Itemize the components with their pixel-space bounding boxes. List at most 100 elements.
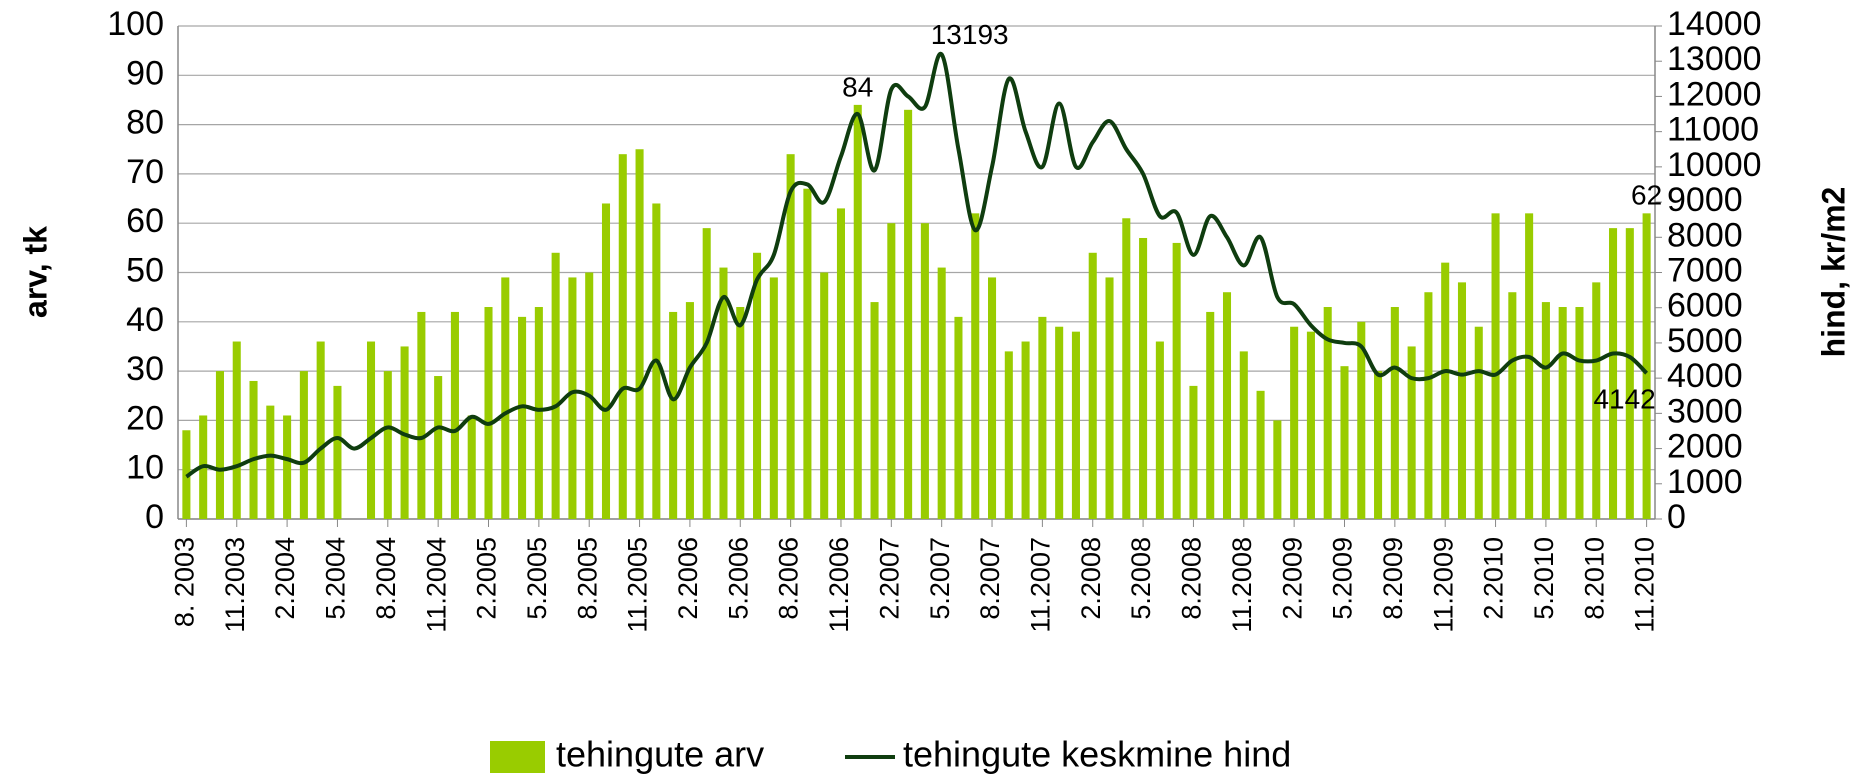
- bar: [820, 272, 829, 519]
- x-tick-label: 8. 2003: [170, 537, 200, 627]
- y2-tick-label: 3000: [1667, 392, 1743, 430]
- bar: [702, 228, 711, 519]
- x-tick-label: 11.2008: [1227, 537, 1257, 633]
- x-tick-label: 2.2008: [1076, 537, 1106, 620]
- x-tick-label: 11.2005: [623, 537, 653, 633]
- bar: [1105, 277, 1114, 519]
- bar: [1558, 307, 1567, 519]
- legend-swatch: [490, 741, 545, 773]
- bar: [316, 341, 325, 519]
- legend-label: tehingute arv: [556, 734, 764, 775]
- bar: [1508, 292, 1517, 519]
- y2-tick-label: 6000: [1667, 287, 1743, 325]
- x-tick-label: 5.2006: [723, 537, 753, 620]
- bar: [1625, 228, 1634, 519]
- bar: [988, 277, 997, 519]
- y2-tick-label: 14000: [1667, 5, 1762, 43]
- y2-tick-label: 10000: [1667, 146, 1762, 184]
- bar: [685, 302, 694, 519]
- x-tick-label: 5.2009: [1328, 537, 1358, 620]
- y-tick-label: 80: [126, 104, 164, 142]
- bar: [971, 213, 980, 519]
- x-tick-label: 8.2008: [1177, 537, 1207, 620]
- line: [185, 52, 1649, 479]
- bar: [1457, 282, 1467, 519]
- bar: [484, 307, 493, 519]
- bar: [1592, 282, 1601, 519]
- bar: [904, 109, 913, 519]
- bar: [1290, 326, 1299, 519]
- bar: [1239, 351, 1248, 519]
- bar: [887, 223, 896, 519]
- y-tick-label: 90: [126, 54, 164, 92]
- bar: [534, 307, 543, 519]
- bar: [719, 267, 728, 519]
- x-tick-label: 8.2004: [371, 537, 401, 620]
- bar: [1390, 307, 1399, 519]
- bar: [1055, 326, 1064, 519]
- bar: [920, 223, 929, 519]
- y2-tick-label: 0: [1667, 498, 1686, 536]
- bar: [1323, 307, 1332, 519]
- bar: [1273, 420, 1282, 519]
- bar: [1491, 213, 1500, 519]
- x-tick-label: 2.2005: [472, 537, 502, 620]
- bar: [1424, 292, 1433, 519]
- data-label: 13193: [931, 19, 1009, 50]
- bar: [1189, 385, 1198, 519]
- legend-label: tehingute keskmine hind: [903, 734, 1291, 775]
- bar: [333, 385, 342, 519]
- x-tick-label: 5.2008: [1126, 537, 1156, 620]
- bar: [518, 316, 527, 519]
- data-label: 84: [842, 71, 873, 102]
- bar: [366, 341, 376, 519]
- x-tick-label: 11.2009: [1428, 537, 1458, 633]
- x-tick-label: 8.2005: [572, 537, 602, 620]
- bar: [1206, 311, 1215, 519]
- bar: [1038, 316, 1047, 519]
- bar: [803, 188, 812, 519]
- bar: [669, 311, 678, 519]
- bar: [1222, 292, 1232, 519]
- y-axis-title: arv, tk: [17, 226, 53, 318]
- bar: [467, 415, 476, 519]
- data-label: 4142: [1593, 384, 1655, 415]
- bar: [769, 277, 778, 519]
- bar: [215, 371, 224, 519]
- y2-tick-label: 1000: [1667, 463, 1743, 501]
- y2-tick-label: 12000: [1667, 75, 1762, 113]
- x-tick-label: 5.2007: [925, 537, 955, 620]
- bar: [417, 311, 426, 519]
- y-tick-label: 30: [126, 350, 164, 388]
- y2-tick-label: 9000: [1667, 181, 1743, 219]
- bar: [853, 104, 862, 519]
- bar: [1071, 331, 1080, 519]
- bar: [299, 371, 308, 519]
- y-tick-label: 50: [126, 251, 164, 289]
- bar: [1155, 341, 1164, 519]
- bar: [232, 341, 241, 519]
- bar: [753, 252, 762, 519]
- bar: [1525, 213, 1534, 519]
- y2-tick-label: 8000: [1667, 216, 1743, 254]
- bar: [1357, 321, 1366, 519]
- bar: [249, 380, 258, 519]
- x-tick-label: 2.2004: [270, 537, 300, 620]
- bar: [836, 208, 845, 519]
- y-tick-label: 100: [107, 5, 164, 43]
- y-tick-label: 70: [126, 153, 164, 191]
- x-tick-label: 2.2010: [1479, 537, 1509, 620]
- x-tick-label: 2.2006: [673, 537, 703, 620]
- y2-tick-label: 5000: [1667, 322, 1743, 360]
- bar: [1374, 371, 1383, 519]
- bar: [937, 267, 946, 519]
- bar: [635, 149, 644, 519]
- y-tick-label: 40: [126, 301, 164, 339]
- bar: [1256, 390, 1265, 519]
- bar: [786, 154, 795, 519]
- bar: [568, 277, 577, 519]
- x-tick-label: 11.2004: [421, 537, 451, 633]
- bar: [1122, 218, 1131, 519]
- bar: [1021, 341, 1030, 519]
- x-tick-label: 8.2007: [975, 537, 1005, 620]
